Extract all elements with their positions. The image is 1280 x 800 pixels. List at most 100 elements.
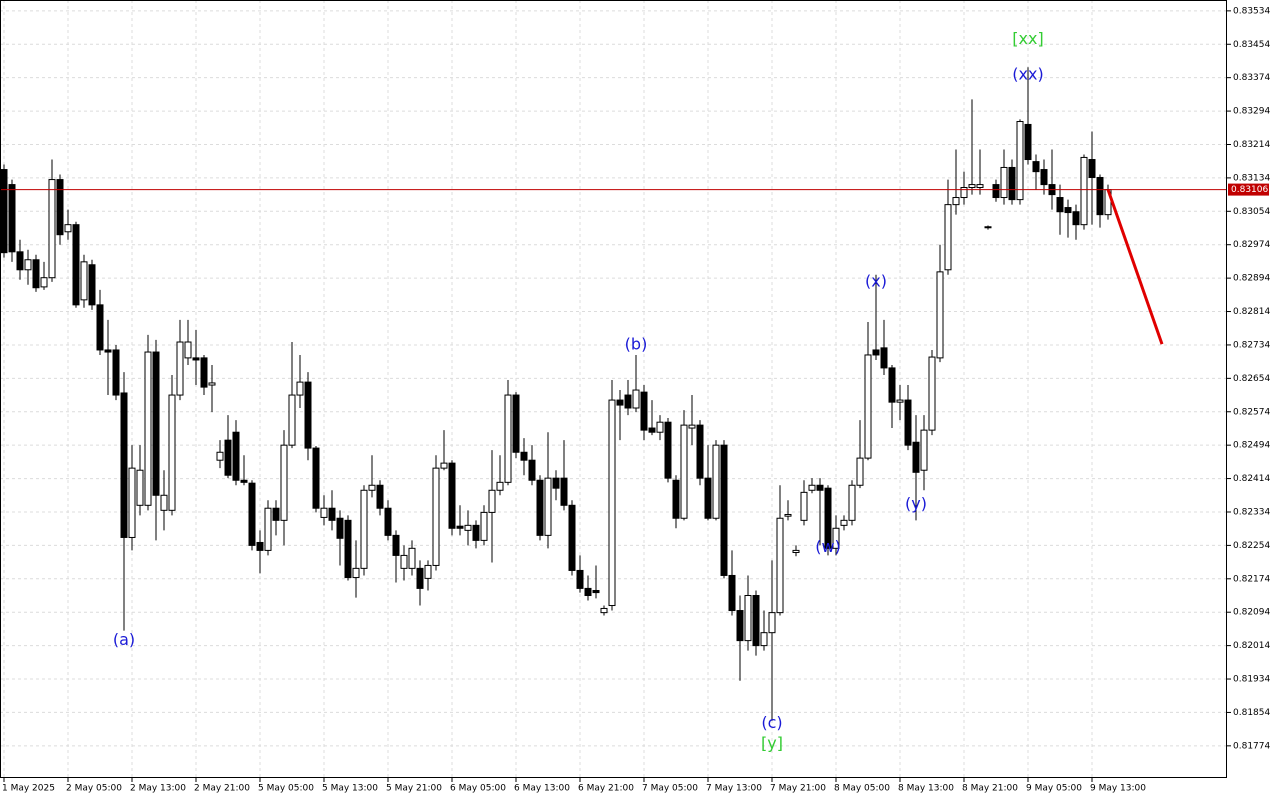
candle-body — [944, 204, 952, 271]
candle-body — [368, 484, 376, 491]
candle-body — [48, 179, 56, 279]
candle-body — [648, 427, 656, 433]
candle-body — [144, 351, 152, 506]
candle-body — [712, 444, 720, 519]
x-tick-label: 8 May 13:00 — [898, 784, 954, 794]
candle-body — [832, 527, 840, 549]
y-tick-label: 0.82734 — [1233, 340, 1270, 350]
candle-body — [72, 224, 80, 306]
candle-body — [592, 589, 600, 594]
candle-body — [408, 547, 416, 569]
candle-body — [344, 519, 352, 579]
candle-body — [392, 534, 400, 556]
y-tick-label: 0.82654 — [1233, 374, 1270, 384]
x-tick-label: 7 May 05:00 — [642, 784, 698, 794]
y-tick-label: 0.83454 — [1233, 40, 1270, 50]
candle-body — [1040, 169, 1048, 186]
candle-body — [160, 494, 168, 511]
candle-body — [240, 479, 248, 483]
candle-body — [424, 564, 432, 579]
candle-body — [256, 541, 264, 551]
candle-body — [736, 610, 744, 642]
x-tick-label: 7 May 13:00 — [706, 784, 762, 794]
candle-body — [520, 451, 528, 461]
x-tick-label: 5 May 13:00 — [322, 784, 378, 794]
candle-body — [1080, 156, 1088, 226]
candle-body — [40, 277, 48, 288]
candle-body — [632, 389, 640, 409]
candle-body — [920, 429, 928, 471]
candle-body — [384, 507, 392, 536]
candle-body — [808, 484, 816, 491]
wave-label: (xx) — [1012, 65, 1043, 84]
candle-body — [200, 357, 208, 388]
plot-frame — [0, 0, 1227, 778]
candle-body — [888, 367, 896, 403]
y-tick-label: 0.81934 — [1233, 675, 1270, 685]
candle-body — [984, 226, 992, 229]
candle-body — [264, 507, 272, 551]
candle-body — [224, 439, 232, 476]
candle-body — [936, 271, 944, 359]
candle-body — [336, 517, 344, 539]
candle-body — [88, 264, 96, 306]
candle-body — [656, 421, 664, 433]
candle-body — [104, 349, 112, 353]
candle-body — [864, 354, 872, 459]
candle-body — [1072, 211, 1080, 226]
candle-body — [816, 484, 824, 491]
candle-body — [1032, 161, 1040, 173]
candle-body — [704, 477, 712, 519]
candle-body — [80, 261, 88, 301]
candle-body — [168, 394, 176, 511]
candle-body — [416, 567, 424, 589]
candle-body — [64, 224, 72, 233]
x-tick-label: 5 May 21:00 — [386, 784, 442, 794]
candle-body — [784, 513, 792, 517]
wave-label: (c) — [761, 713, 782, 732]
candle-body — [24, 259, 32, 271]
y-tick-label: 0.81774 — [1233, 741, 1270, 751]
y-tick-label: 0.82014 — [1233, 641, 1270, 651]
candle-body — [528, 459, 536, 481]
y-tick-label: 0.83214 — [1233, 140, 1270, 150]
candle-body — [320, 507, 328, 518]
candle-body — [472, 524, 480, 541]
candle-body — [440, 462, 448, 469]
candle-body — [688, 424, 696, 429]
wave-label: (x) — [865, 271, 887, 290]
candle-body — [872, 349, 880, 356]
candle-body — [696, 424, 704, 479]
candle-body — [464, 524, 472, 531]
y-tick-label: 0.82174 — [1233, 574, 1270, 584]
y-tick-label: 0.83054 — [1233, 207, 1270, 217]
candle-body — [192, 357, 200, 361]
candle-body — [880, 347, 888, 369]
candle-body — [232, 431, 240, 481]
candle-body — [840, 519, 848, 526]
candle-body — [720, 444, 728, 576]
candle-body — [248, 482, 256, 546]
y-tick-label: 0.82894 — [1233, 274, 1270, 284]
candle-body — [504, 394, 512, 483]
candle-body — [280, 444, 288, 521]
x-tick-label: 9 May 05:00 — [1026, 784, 1082, 794]
candle-body — [456, 525, 464, 529]
candle-body — [136, 469, 144, 506]
candle-body — [800, 491, 808, 521]
y-tick-label: 0.82494 — [1233, 441, 1270, 451]
candle-body — [576, 569, 584, 589]
candle-body — [552, 477, 560, 489]
x-tick-label: 8 May 21:00 — [962, 784, 1018, 794]
y-tick-label: 0.82574 — [1233, 407, 1270, 417]
candle-body — [152, 351, 160, 496]
candle-body — [8, 184, 16, 253]
candle-body — [312, 447, 320, 509]
y-tick-label: 0.82254 — [1233, 541, 1270, 551]
candle-body — [856, 457, 864, 486]
wave-label: (b) — [625, 334, 648, 353]
candle-body — [536, 479, 544, 536]
candle-body — [480, 511, 488, 541]
candle-body — [112, 349, 120, 396]
candle-body — [288, 394, 296, 446]
